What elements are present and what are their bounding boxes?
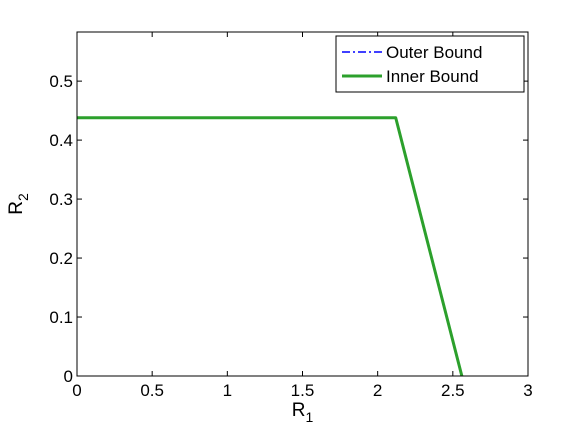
x-axis-label: R1 — [292, 400, 314, 425]
y-tick-label: 0 — [64, 367, 73, 386]
series-line-inner-bound — [77, 116, 464, 377]
x-tick-label: 2.5 — [441, 381, 465, 400]
x-tick-label: 0.5 — [140, 381, 164, 400]
x-tick-label: 3 — [523, 381, 532, 400]
y-axis-label-sub: 2 — [15, 193, 31, 201]
plot-frame — [76, 31, 529, 377]
x-tick-label: 1.5 — [291, 381, 315, 400]
labels-layer: 0 0.5 1 1.5 2 2.5 3 0 0.1 0.2 0.3 0.4 0.5 — [49, 72, 532, 400]
legend-box — [335, 35, 525, 93]
x-tick-label: 0 — [72, 381, 81, 400]
series-layer — [77, 116, 464, 377]
y-axis-label-base: R — [6, 201, 27, 215]
y-tick-label: 0.1 — [49, 308, 73, 327]
legend-label: Outer Bound — [386, 43, 482, 62]
x-tick-label: 1 — [223, 381, 232, 400]
y-tick-label: 0.4 — [49, 131, 73, 150]
y-axis-label: R2 — [6, 193, 31, 215]
y-tick-label: 0.3 — [49, 190, 73, 209]
legend-label: Inner Bound — [386, 67, 479, 86]
y-tick-label: 0.2 — [49, 249, 73, 268]
legend: Outer Bound Inner Bound — [335, 35, 525, 93]
y-tick-label: 0.5 — [49, 72, 73, 91]
x-axis-label-sub: 1 — [305, 409, 313, 425]
x-tick-label: 2 — [373, 381, 382, 400]
x-axis-label-base: R — [292, 400, 306, 421]
